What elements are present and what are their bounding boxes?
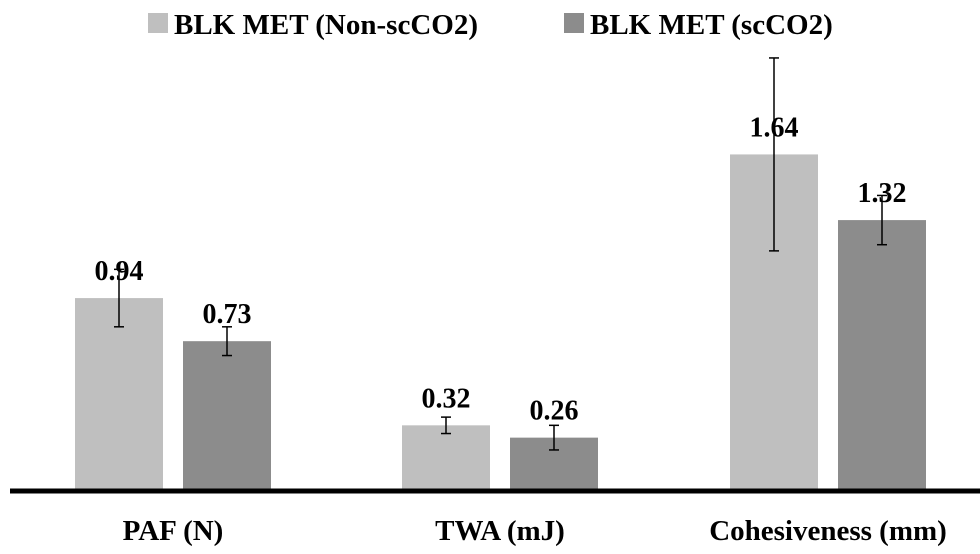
error-bars-group — [114, 57, 887, 451]
data-label-series-2-cat-3: 1.32 — [858, 178, 907, 209]
x-tick-label-1: PAF (N) — [123, 515, 224, 547]
legend: BLK MET (Non-scCO2) BLK MET (scCO2) — [148, 9, 833, 41]
bar-series-2-cat-3 — [838, 220, 926, 492]
error-bar-series-1-cat-3 — [769, 57, 779, 252]
data-label-series-2-cat-1: 0.73 — [203, 299, 252, 330]
x-axis-labels: PAF (N) TWA (mJ) Cohesiveness (mm) — [123, 515, 947, 547]
error-bar-series-2-cat-1 — [222, 326, 232, 357]
data-labels-group: 0.94 0.73 0.32 0.26 1.64 1.32 — [95, 112, 907, 426]
bar-series-2-cat-1 — [183, 341, 271, 491]
bars-group — [75, 154, 926, 492]
error-bar-series-1-cat-1 — [114, 268, 124, 328]
data-label-series-2-cat-2: 0.26 — [530, 396, 579, 427]
bar-series-1-cat-2 — [402, 425, 490, 491]
legend-swatch-series-2 — [564, 13, 584, 33]
x-tick-label-3: Cohesiveness (mm) — [709, 515, 947, 547]
error-bar-series-1-cat-2 — [441, 416, 451, 435]
data-label-series-1-cat-1: 0.94 — [95, 256, 144, 287]
error-bar-series-2-cat-3 — [877, 194, 887, 246]
legend-label-series-1: BLK MET (Non-scCO2) — [174, 9, 478, 41]
error-bar-series-2-cat-2 — [549, 424, 559, 451]
legend-swatch-series-1 — [148, 13, 168, 33]
data-label-series-1-cat-2: 0.32 — [422, 383, 471, 414]
bar-series-1-cat-1 — [75, 298, 163, 491]
data-label-series-1-cat-3: 1.64 — [750, 112, 799, 143]
legend-label-series-2: BLK MET (scCO2) — [590, 9, 833, 41]
x-tick-label-2: TWA (mJ) — [435, 515, 565, 547]
